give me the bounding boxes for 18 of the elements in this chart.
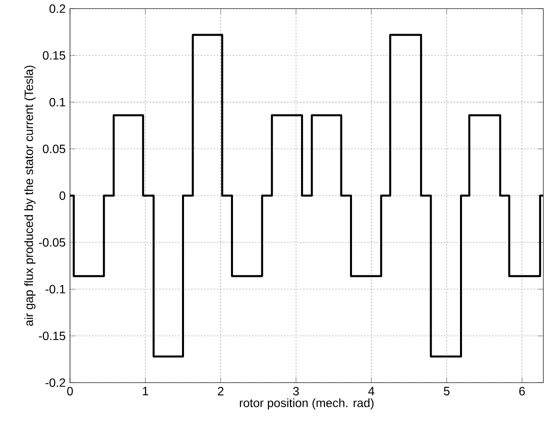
x-tick-label: 4	[368, 386, 374, 396]
y-tick-label: 0.05	[42, 144, 66, 154]
x-tick-label: 1	[142, 386, 148, 396]
x-tick-label: 6	[519, 386, 525, 396]
x-axis-title: rotor position (mech. rad)	[240, 398, 374, 410]
y-tick-label: 0	[60, 191, 66, 200]
y-tick-label: 0.2	[50, 4, 66, 13]
y-tick-label: 0.1	[50, 98, 66, 106]
x-tick-label: 2	[218, 386, 224, 396]
y-tick-label: -0.15	[38, 332, 66, 340]
x-tick-label: 3	[293, 386, 299, 396]
y-tick-label: -0.1	[46, 284, 66, 294]
x-tick-label: 5	[444, 386, 450, 396]
y-axis-title: air gap flux produced by the stator current (Tesla)	[24, 66, 36, 326]
y-tick-label: 0.15	[42, 51, 66, 60]
x-tick-label: 0	[67, 386, 73, 396]
y-tick-label: -0.2	[46, 378, 66, 387]
y-tick-label: -0.05	[38, 238, 66, 247]
